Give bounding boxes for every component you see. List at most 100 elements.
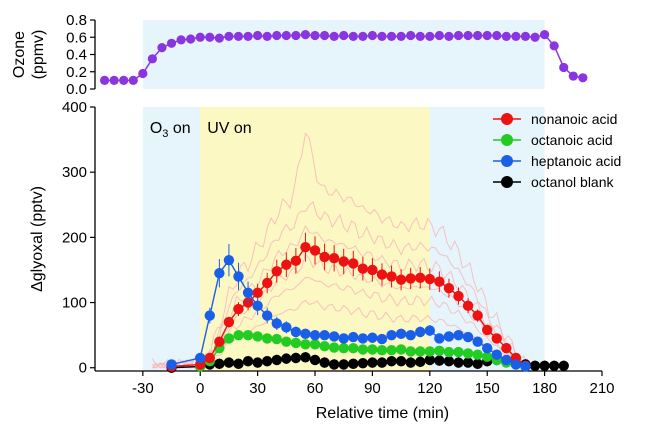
ozone-point: [406, 30, 416, 41]
data-point-octanoic-acid: [434, 345, 445, 356]
ozone-y-tick-label: 0.0: [66, 81, 87, 98]
data-point-heptanoic-acid: [491, 349, 502, 360]
data-point-octanoic-acid: [395, 344, 407, 355]
ozone-point: [444, 31, 454, 41]
data-point-octanoic-acid: [328, 342, 340, 353]
data-point-octanoic-acid: [462, 348, 474, 359]
data-point-nonanoic-acid: [491, 333, 502, 344]
data-point-octanoic-acid: [443, 346, 455, 358]
ozone-point: [186, 34, 196, 44]
data-point-octanoic-acid: [376, 344, 388, 356]
data-point-nonanoic-acid: [453, 290, 464, 302]
data-point-octanol-blank: [443, 356, 455, 367]
uv-on-annotation: UV on: [207, 120, 251, 137]
glyoxal-y-tick-label: 200: [62, 229, 87, 246]
ozone-point: [415, 31, 425, 41]
data-point-nonanoic-acid: [338, 256, 349, 267]
data-point-heptanoic-acid: [472, 336, 483, 347]
data-point-octanoic-acid: [309, 339, 321, 350]
ozone-point: [473, 30, 483, 41]
ozone-point: [568, 71, 578, 81]
ozone-point: [358, 31, 368, 41]
glyoxal-y-tick-label: 300: [62, 164, 87, 181]
data-point-nonanoic-acid: [328, 253, 340, 264]
data-point-octanol-blank: [309, 354, 321, 366]
legend-label: heptanoic acid: [531, 153, 621, 169]
data-point-octanoic-acid: [424, 346, 436, 357]
x-axis-label: Relative time (min): [316, 405, 449, 422]
data-point-heptanoic-acid: [233, 271, 244, 282]
data-point-octanoic-acid: [453, 346, 464, 358]
data-point-nonanoic-acid: [261, 277, 273, 289]
ozone-y-axis-label-line2: (ppmv): [30, 30, 47, 80]
data-point-octanoic-acid: [338, 342, 349, 354]
data-point-heptanoic-acid: [309, 329, 321, 341]
data-point-octanol-blank: [233, 358, 244, 370]
data-point-octanoic-acid: [252, 331, 263, 342]
legend-label: nonanoic acid: [531, 111, 617, 127]
data-point-heptanoic-acid: [290, 326, 302, 338]
data-point-octanoic-acid: [386, 344, 397, 356]
data-point-nonanoic-acid: [252, 287, 263, 298]
ozone-shaded-region: [142, 20, 545, 89]
data-point-octanol-blank: [424, 354, 436, 366]
ozone-point: [319, 30, 330, 41]
glyoxal-panel: 0 100 200 300 400 -30 0 30 60 90 120 150 180 210 O3 on…: [62, 99, 615, 397]
ozone-point: [243, 31, 253, 41]
data-point-nonanoic-acid: [233, 303, 244, 315]
ozone-point: [262, 31, 272, 41]
ozone-point: [224, 31, 234, 41]
data-point-heptanoic-acid: [453, 329, 464, 341]
x-tick-label: 210: [589, 380, 614, 397]
data-point-nonanoic-acid: [357, 263, 369, 274]
x-tick-label: 180: [532, 380, 557, 397]
ozone-point: [147, 54, 157, 64]
data-point-octanol-blank: [434, 355, 445, 366]
ozone-point: [109, 75, 119, 85]
ozone-point: [272, 30, 282, 41]
data-point-octanol-blank: [395, 356, 407, 367]
data-point-octanol-blank: [472, 358, 483, 370]
data-point-heptanoic-acid: [281, 322, 292, 333]
data-point-octanol-blank: [223, 357, 235, 368]
data-point-octanol-blank: [558, 360, 569, 371]
data-point-octanol-blank: [386, 356, 397, 367]
ozone-point: [367, 30, 378, 41]
ozone-point: [291, 30, 301, 41]
replicate-trace: [152, 132, 536, 369]
data-point-nonanoic-acid: [348, 258, 359, 269]
x-tick-label: 150: [475, 380, 500, 397]
data-point-octanoic-acid: [290, 337, 302, 349]
data-point-nonanoic-acid: [223, 316, 235, 328]
data-point-heptanoic-acid: [510, 359, 522, 370]
data-point-nonanoic-acid: [424, 273, 436, 285]
data-point-octanol-blank: [242, 356, 254, 367]
data-point-heptanoic-acid: [357, 333, 369, 344]
ozone-point: [501, 31, 511, 41]
legend-marker: [501, 134, 513, 146]
legend-marker: [501, 176, 513, 188]
data-point-heptanoic-acid: [367, 332, 378, 343]
data-point-octanoic-acid: [405, 346, 416, 357]
data-point-octanoic-acid: [233, 329, 244, 341]
data-point-heptanoic-acid: [424, 325, 436, 336]
data-point-nonanoic-acid: [309, 245, 321, 256]
data-point-octanol-blank: [348, 358, 359, 370]
ozone-point: [520, 31, 531, 41]
data-point-nonanoic-acid: [319, 251, 330, 263]
ozone-point: [339, 30, 349, 41]
data-point-octanoic-acid: [415, 346, 426, 357]
data-point-heptanoic-acid: [462, 331, 474, 343]
ozone-point: [396, 31, 406, 41]
ozone-point: [99, 75, 110, 85]
data-point-heptanoic-acid: [434, 333, 445, 344]
data-point-heptanoic-acid: [501, 354, 512, 366]
ozone-point: [453, 30, 464, 41]
data-point-heptanoic-acid: [415, 326, 426, 338]
data-point-nonanoic-acid: [415, 272, 426, 283]
data-point-octanol-blank: [300, 352, 311, 363]
ozone-point: [281, 30, 291, 41]
ozone-point: [492, 30, 502, 41]
data-point-octanol-blank: [261, 356, 273, 367]
